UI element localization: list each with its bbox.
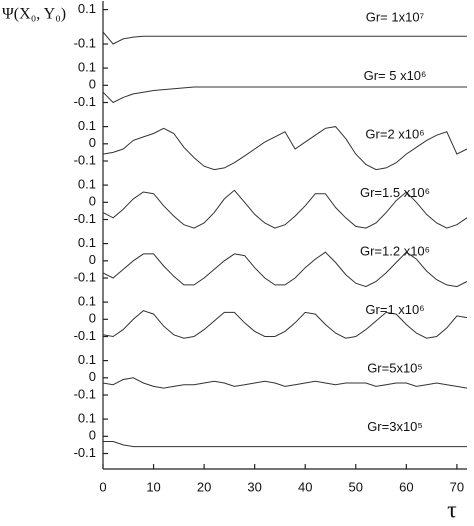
series-label: Gr=5x10⁵ bbox=[367, 360, 423, 375]
series-line bbox=[102, 126, 468, 171]
series-label: Gr=1.2 x10⁶ bbox=[360, 243, 430, 258]
x-tick-label: 70 bbox=[450, 479, 464, 494]
y-tick-label: -0.1 bbox=[74, 328, 96, 343]
y-tick-label: 0 bbox=[89, 311, 96, 326]
y-tick-label: 0 bbox=[89, 77, 96, 92]
series-label: Gr=2 x10⁶ bbox=[365, 126, 424, 141]
x-tick-label: 60 bbox=[399, 479, 413, 494]
x-tick-label: 0 bbox=[99, 479, 106, 494]
y-tick-label: -0.1 bbox=[74, 35, 96, 50]
y-tick-label: 0 bbox=[89, 252, 96, 267]
y-tick-label: 0.1 bbox=[78, 411, 96, 426]
x-tick-label: 50 bbox=[349, 479, 363, 494]
y-tick-label: -0.1 bbox=[74, 152, 96, 167]
series-line bbox=[102, 377, 468, 389]
y-axis-label: Ψ(X₀, Y₀) bbox=[2, 6, 66, 23]
y-tick-label: 0.1 bbox=[78, 118, 96, 133]
y-tick-label: 0.1 bbox=[78, 235, 96, 250]
series-label: Gr=1.5 x10⁶ bbox=[360, 185, 430, 200]
y-tick-label: 0.1 bbox=[78, 294, 96, 309]
y-tick-label: 0.1 bbox=[78, 1, 96, 16]
y-tick-label: 0.1 bbox=[78, 352, 96, 367]
y-tick-label: 0 bbox=[89, 194, 96, 209]
y-tick-label: -0.1 bbox=[74, 386, 96, 401]
series-line bbox=[103, 441, 467, 448]
series-line bbox=[102, 310, 468, 339]
series-label: Gr= 1x10⁷ bbox=[366, 9, 425, 24]
series-label: Gr=3x10⁵ bbox=[367, 419, 423, 434]
series-line bbox=[102, 86, 467, 104]
y-tick-label: 0 bbox=[89, 135, 96, 150]
y-tick-label: 0 bbox=[89, 369, 96, 384]
y-tick-label: -0.1 bbox=[74, 211, 96, 226]
y-tick-label: 0.1 bbox=[78, 177, 96, 192]
x-tick-label: 30 bbox=[247, 479, 261, 494]
series-label: Gr=1 x10⁶ bbox=[365, 302, 424, 317]
x-axis-label: τ bbox=[447, 498, 457, 524]
y-tick-label: -0.1 bbox=[74, 94, 96, 109]
x-tick-label: 40 bbox=[298, 479, 312, 494]
series-line bbox=[102, 31, 467, 45]
series-label: Gr= 5 x10⁶ bbox=[364, 68, 427, 83]
x-tick-label: 10 bbox=[146, 479, 160, 494]
y-tick-label: -0.1 bbox=[74, 445, 96, 460]
x-tick-label: 20 bbox=[197, 479, 211, 494]
y-tick-label: 0.1 bbox=[78, 60, 96, 75]
y-tick-label: -0.1 bbox=[74, 269, 96, 284]
series-line bbox=[102, 189, 468, 229]
y-tick-label: 0 bbox=[89, 428, 96, 443]
series-line bbox=[102, 251, 468, 288]
